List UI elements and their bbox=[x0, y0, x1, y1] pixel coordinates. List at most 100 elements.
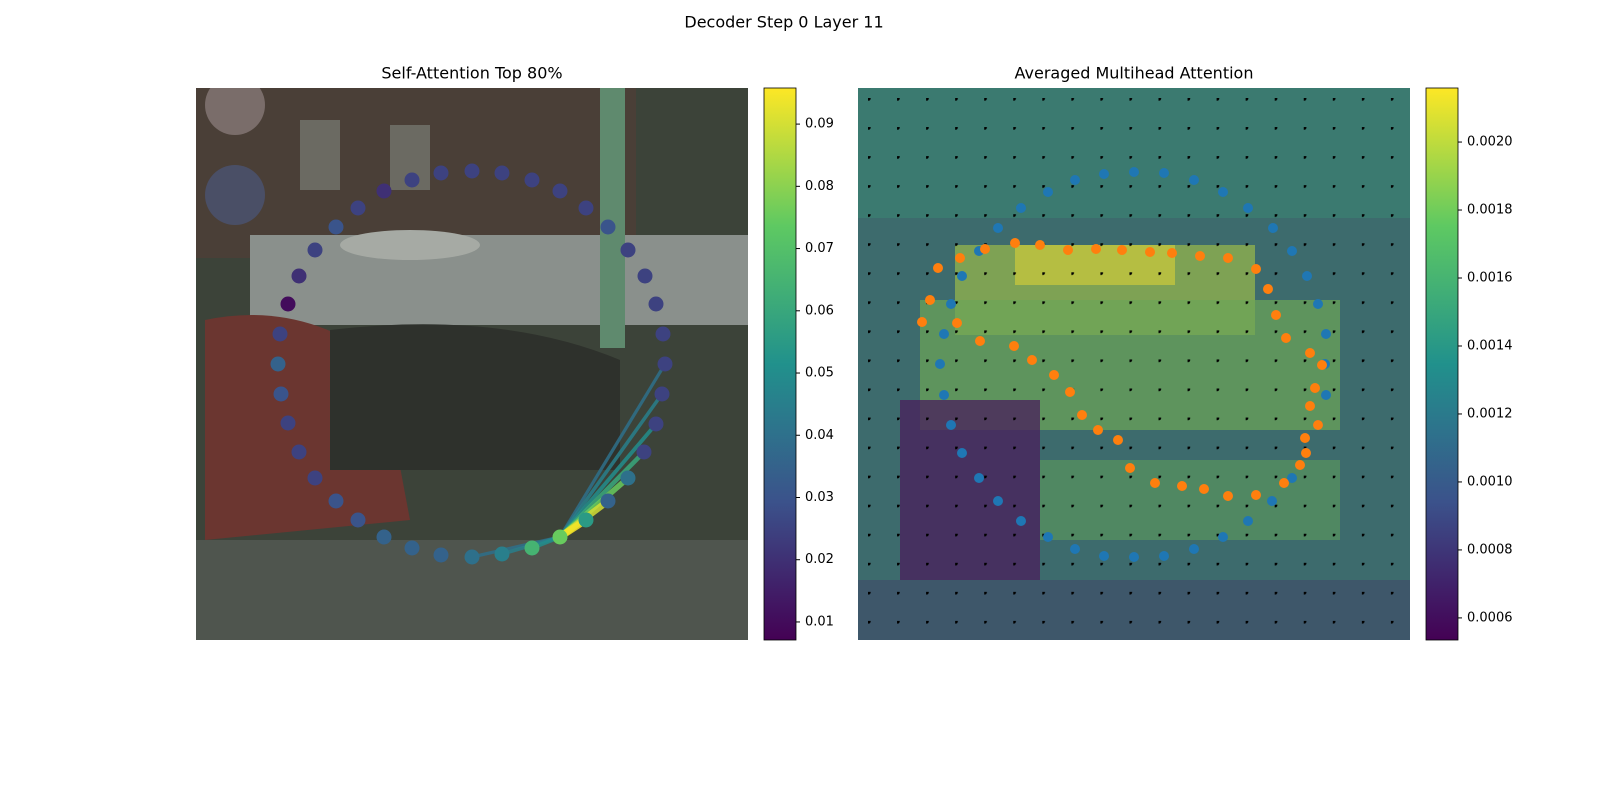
point bbox=[946, 420, 956, 430]
point bbox=[925, 295, 935, 305]
colorbar-tick-label: 0.08 bbox=[805, 179, 834, 194]
colorbar-tick-label: 0.03 bbox=[805, 490, 834, 505]
point bbox=[939, 329, 949, 339]
point bbox=[1267, 496, 1277, 506]
point bbox=[1195, 251, 1205, 261]
point bbox=[273, 386, 289, 402]
point bbox=[1091, 244, 1101, 254]
point bbox=[655, 326, 671, 342]
point bbox=[1189, 544, 1199, 554]
point bbox=[1150, 478, 1160, 488]
point bbox=[1321, 329, 1331, 339]
point bbox=[578, 200, 594, 216]
point bbox=[1287, 246, 1297, 256]
point bbox=[270, 356, 286, 372]
point bbox=[993, 223, 1003, 233]
point bbox=[637, 268, 653, 284]
point bbox=[600, 219, 616, 235]
point bbox=[1063, 245, 1073, 255]
point bbox=[328, 219, 344, 235]
point bbox=[552, 529, 568, 545]
point bbox=[1295, 460, 1305, 470]
point bbox=[464, 163, 480, 179]
point bbox=[957, 271, 967, 281]
point bbox=[1301, 448, 1311, 458]
photo-left bbox=[196, 88, 748, 640]
attention-link bbox=[558, 363, 667, 538]
point bbox=[1305, 348, 1315, 358]
point bbox=[600, 493, 616, 509]
point bbox=[1218, 187, 1228, 197]
point bbox=[1043, 532, 1053, 542]
point bbox=[935, 359, 945, 369]
heatmap-right bbox=[858, 88, 1410, 640]
point bbox=[1010, 238, 1020, 248]
point bbox=[280, 415, 296, 431]
point bbox=[1281, 333, 1291, 343]
point bbox=[1009, 341, 1019, 351]
point bbox=[993, 496, 1003, 506]
point bbox=[1065, 387, 1075, 397]
point bbox=[433, 165, 449, 181]
point bbox=[1313, 299, 1323, 309]
point bbox=[1243, 516, 1253, 526]
point bbox=[1016, 516, 1026, 526]
point bbox=[307, 470, 323, 486]
point bbox=[1199, 484, 1209, 494]
point bbox=[1321, 390, 1331, 400]
colorbar-tick-label: 0.05 bbox=[805, 366, 834, 381]
point bbox=[578, 512, 594, 528]
point bbox=[1251, 490, 1261, 500]
point bbox=[328, 493, 344, 509]
point bbox=[350, 200, 366, 216]
point bbox=[939, 390, 949, 400]
point bbox=[464, 549, 480, 565]
colorbar-tick-label: 0.07 bbox=[805, 241, 834, 256]
point bbox=[952, 318, 962, 328]
point bbox=[1218, 532, 1228, 542]
point bbox=[280, 296, 296, 312]
colorbar-tick-label: 0.0010 bbox=[1467, 474, 1513, 489]
point bbox=[524, 540, 540, 556]
point bbox=[1099, 551, 1109, 561]
point bbox=[1129, 167, 1139, 177]
point bbox=[494, 546, 510, 562]
colorbar-tick-label: 0.09 bbox=[805, 117, 834, 132]
point bbox=[1099, 169, 1109, 179]
point bbox=[957, 448, 967, 458]
point bbox=[1035, 240, 1045, 250]
point bbox=[291, 268, 307, 284]
point bbox=[975, 336, 985, 346]
point bbox=[552, 183, 568, 199]
point bbox=[980, 244, 990, 254]
point bbox=[1049, 370, 1059, 380]
point bbox=[376, 183, 392, 199]
point bbox=[1243, 203, 1253, 213]
point bbox=[620, 470, 636, 486]
point bbox=[654, 386, 670, 402]
point bbox=[1177, 481, 1187, 491]
point bbox=[1027, 355, 1037, 365]
point bbox=[636, 444, 652, 460]
plot-layer: Self-Attention Top 80% 0.01 0.02 0.03 0.04 0.… bbox=[270, 64, 1513, 641]
colorbar-tick-label: 0.06 bbox=[805, 303, 834, 318]
colorbar-tick-label: 0.0020 bbox=[1467, 135, 1513, 150]
point bbox=[1223, 491, 1233, 501]
colorbar-tick-label: 0.0012 bbox=[1467, 406, 1513, 421]
point bbox=[1129, 552, 1139, 562]
point bbox=[1268, 223, 1278, 233]
point bbox=[1279, 478, 1289, 488]
point bbox=[657, 356, 673, 372]
point bbox=[1271, 310, 1281, 320]
attention-link bbox=[558, 392, 664, 539]
point bbox=[974, 473, 984, 483]
colorbar-tick-label: 0.0008 bbox=[1467, 542, 1513, 557]
point bbox=[1159, 168, 1169, 178]
colorbar-tick-label: 0.0014 bbox=[1467, 338, 1513, 353]
point bbox=[648, 416, 664, 432]
point bbox=[291, 444, 307, 460]
colorbar bbox=[763, 87, 797, 641]
point bbox=[350, 512, 366, 528]
point bbox=[1145, 247, 1155, 257]
